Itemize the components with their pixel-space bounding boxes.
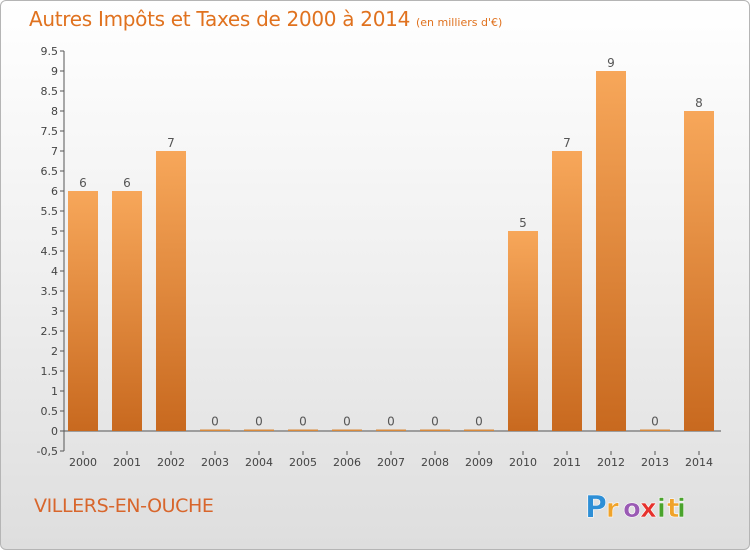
bar-value-label: 0 — [387, 415, 395, 429]
logo-letter: P — [585, 490, 607, 525]
x-tick-label: 2006 — [333, 456, 361, 469]
x-tick-label: 2007 — [377, 456, 405, 469]
bar — [684, 111, 714, 431]
logo-letter: i — [657, 494, 666, 524]
x-tick-label: 2010 — [509, 456, 537, 469]
bar — [112, 191, 142, 431]
y-tick-label: 9.5 — [41, 45, 59, 58]
y-tick-label: 1 — [51, 385, 58, 398]
y-tick-label: 2.5 — [41, 325, 59, 338]
x-tick-label: 2009 — [465, 456, 493, 469]
bar — [156, 151, 186, 431]
bar-value-label: 5 — [519, 216, 527, 230]
bar — [200, 429, 230, 431]
bar-value-label: 0 — [299, 415, 307, 429]
y-tick-label: 6.5 — [41, 165, 59, 178]
bar — [376, 429, 406, 431]
x-tick-label: 2005 — [289, 456, 317, 469]
bar-value-label: 7 — [563, 136, 571, 150]
x-tick-label: 2004 — [245, 456, 273, 469]
y-tick-label: 0 — [51, 425, 58, 438]
y-tick-label: 4 — [51, 265, 58, 278]
x-tick-label: 2011 — [553, 456, 581, 469]
bar-value-label: 0 — [431, 415, 439, 429]
y-tick-label: 8.5 — [41, 85, 59, 98]
y-tick-label: 1.5 — [41, 365, 59, 378]
bar-value-label: 6 — [79, 176, 87, 190]
bar-value-label: 9 — [607, 56, 615, 70]
bar — [420, 429, 450, 431]
bar-value-label: 0 — [255, 415, 263, 429]
bar — [596, 71, 626, 431]
y-tick-label: 5 — [51, 225, 58, 238]
x-tick-label: 2003 — [201, 456, 229, 469]
logo-letter: t — [667, 494, 679, 524]
y-tick-label: 3 — [51, 305, 58, 318]
x-tick-label: 2008 — [421, 456, 449, 469]
logo-letter: x — [640, 494, 657, 524]
chart-unit-note: (en milliers d'€) — [416, 16, 503, 29]
y-tick-label: 3.5 — [41, 285, 59, 298]
x-tick-label: 2012 — [597, 456, 625, 469]
bar — [332, 429, 362, 431]
y-tick-label: 5.5 — [41, 205, 59, 218]
logo-letter: r — [606, 494, 619, 524]
bar-value-label: 6 — [123, 176, 131, 190]
bar — [464, 429, 494, 431]
logo-letter: i — [677, 494, 686, 524]
logo-letter: o — [623, 494, 641, 524]
x-tick-label: 2000 — [69, 456, 97, 469]
y-tick-label: 8 — [51, 105, 58, 118]
bar — [508, 231, 538, 431]
bar — [244, 429, 274, 431]
bar-value-label: 0 — [475, 415, 483, 429]
bar — [68, 191, 98, 431]
y-tick-label: 7 — [51, 145, 58, 158]
commune-name: VILLERS-EN-OUCHE — [34, 495, 214, 517]
y-tick-label: 9 — [51, 65, 58, 78]
x-tick-label: 2013 — [641, 456, 669, 469]
y-tick-label: 2 — [51, 345, 58, 358]
y-tick-label: 0.5 — [41, 405, 59, 418]
bar — [552, 151, 582, 431]
x-tick-label: 2014 — [685, 456, 713, 469]
y-tick-label: -0,5 — [37, 445, 58, 458]
bar-value-label: 8 — [695, 96, 703, 110]
y-tick-label: 7.5 — [41, 125, 59, 138]
bar-value-label: 0 — [651, 415, 659, 429]
x-tick-label: 2001 — [113, 456, 141, 469]
chart-title-group: Autres Impôts et Taxes de 2000 à 2014 (en… — [29, 7, 502, 31]
bar-value-label: 7 — [167, 136, 175, 150]
bar — [288, 429, 318, 431]
y-tick-label: 6 — [51, 185, 58, 198]
bar-value-label: 0 — [343, 415, 351, 429]
chart-title: Autres Impôts et Taxes de 2000 à 2014 — [29, 7, 410, 31]
y-tick-label: 4.5 — [41, 245, 59, 258]
x-tick-label: 2002 — [157, 456, 185, 469]
bar — [640, 429, 670, 431]
bar-value-label: 0 — [211, 415, 219, 429]
